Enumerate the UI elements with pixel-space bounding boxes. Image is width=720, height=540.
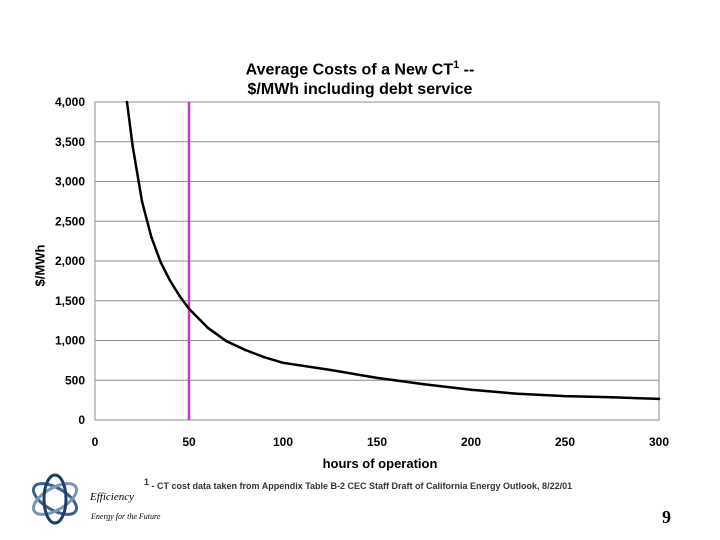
- data-point: [206, 326, 210, 330]
- y-tick-label: 2,500: [55, 214, 85, 228]
- data-point: [178, 294, 181, 298]
- footnote: 1 - CT cost data taken from Appendix Tab…: [144, 477, 572, 491]
- x-tick-label: 100: [273, 435, 293, 449]
- x-tick-label: 250: [555, 435, 575, 449]
- data-point: [244, 348, 247, 352]
- data-point: [225, 339, 228, 343]
- x-tick-label: 0: [92, 435, 99, 449]
- title-suffix: --: [459, 61, 475, 79]
- data-point: [657, 397, 661, 401]
- title-footnote-mark: 1: [453, 59, 460, 71]
- data-point: [281, 361, 285, 365]
- chart-title: Average Costs of a New CT1 -- $/MWh incl…: [180, 55, 540, 100]
- data-point: [469, 388, 473, 392]
- y-tick-label: 0: [78, 413, 85, 427]
- x-axis-label: hours of operation: [322, 456, 438, 471]
- y-tick-label: 500: [65, 373, 85, 387]
- data-point: [422, 382, 426, 386]
- y-tick-label: 1,500: [55, 294, 85, 308]
- data-point: [563, 394, 567, 398]
- data-point: [328, 368, 332, 372]
- title-line2: $/MWh including debt service: [247, 81, 473, 99]
- y-tick-label: 1,000: [55, 334, 85, 348]
- x-tick-label: 300: [649, 435, 669, 449]
- title-line1: Average Costs of a New CT: [245, 61, 454, 79]
- x-tick-labels: 0 50 100 150 200 250 300: [92, 435, 670, 449]
- data-point: [610, 396, 614, 399]
- data-point: [168, 279, 172, 283]
- data-point: [262, 355, 266, 359]
- data-point: [187, 307, 191, 311]
- page-number: 9: [662, 507, 671, 527]
- x-tick-label: 200: [461, 435, 481, 449]
- data-point: [131, 144, 134, 148]
- footnote-mark: 1: [144, 477, 150, 487]
- y-tick-label: 4,000: [55, 95, 85, 109]
- data-point: [150, 235, 153, 239]
- company-tagline: Energy for the Future: [91, 512, 161, 521]
- y-tick-label: 3,500: [55, 135, 85, 149]
- data-point: [140, 200, 144, 203]
- series-group: [125, 100, 661, 420]
- y-tick-label: 2,000: [55, 254, 85, 268]
- y-axis-label: $/MWh: [32, 244, 48, 287]
- y-tick-label: 3,000: [55, 175, 85, 189]
- x-tick-label: 150: [367, 435, 387, 449]
- data-point: [125, 100, 129, 104]
- data-point: [516, 392, 520, 396]
- data-point: [159, 261, 163, 264]
- x-tick-label: 50: [182, 435, 196, 449]
- data-point: [375, 376, 379, 380]
- y-tick-labels: 0 500 1,000 1,500 2,000 2,500 3,000 3,500 4,000: [55, 95, 85, 427]
- company-logo-icon: [32, 473, 78, 525]
- footnote-text: - CT cost data taken from Appendix Table…: [149, 481, 573, 491]
- company-name: Efficiency: [90, 491, 134, 503]
